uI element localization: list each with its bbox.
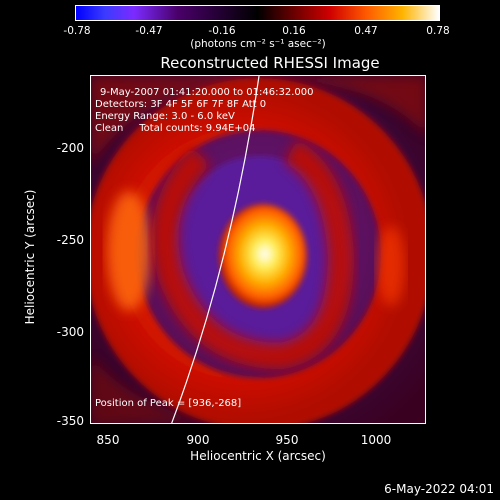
solar-limb-line [171, 76, 260, 423]
colorbar-tick: 0.47 [354, 25, 378, 37]
image-title: Reconstructed RHESSI Image [160, 54, 380, 72]
colorbar-units: (photons cm⁻² s⁻¹ asec⁻²) [190, 38, 326, 50]
x-tick: 850 [96, 433, 120, 447]
y-tick: -250 [56, 233, 84, 247]
y-axis-label: Heliocentric Y (arcsec) [23, 189, 37, 325]
peak-position: Position of Peak = [936,-268] [95, 398, 242, 409]
colorbar-tick: -0.78 [63, 25, 91, 37]
x-tick: 950 [275, 433, 299, 447]
x-tick: 900 [186, 433, 210, 447]
colorbar-tick: 0.78 [426, 25, 450, 37]
y-tick: -200 [56, 141, 84, 155]
colorbar-tick: 0.16 [282, 25, 306, 37]
info-line-4: Clean Total counts: 9.94E+04 [95, 123, 256, 134]
timestamp: 6-May-2022 04:01 [384, 482, 494, 496]
colorbar-tick: -0.16 [208, 25, 236, 37]
x-axis-label: Heliocentric X (arcsec) [190, 449, 326, 463]
rhessi-image [90, 75, 426, 424]
rhessi-image-render [91, 76, 425, 423]
colorbar [75, 5, 440, 21]
info-line-1: 9-May-2007 01:41:20.000 to 01:46:32.000 [100, 87, 314, 98]
x-tick: 1000 [360, 433, 392, 447]
emission-core [219, 204, 307, 308]
colorbar-tick: -0.47 [135, 25, 163, 37]
info-line-3: Energy Range: 3.0 - 6.0 keV [95, 111, 235, 122]
y-tick: -350 [56, 414, 84, 428]
y-tick: -300 [56, 325, 84, 339]
info-line-2: Detectors: 3F 4F 5F 6F 7F 8F Att 0 [95, 99, 267, 110]
